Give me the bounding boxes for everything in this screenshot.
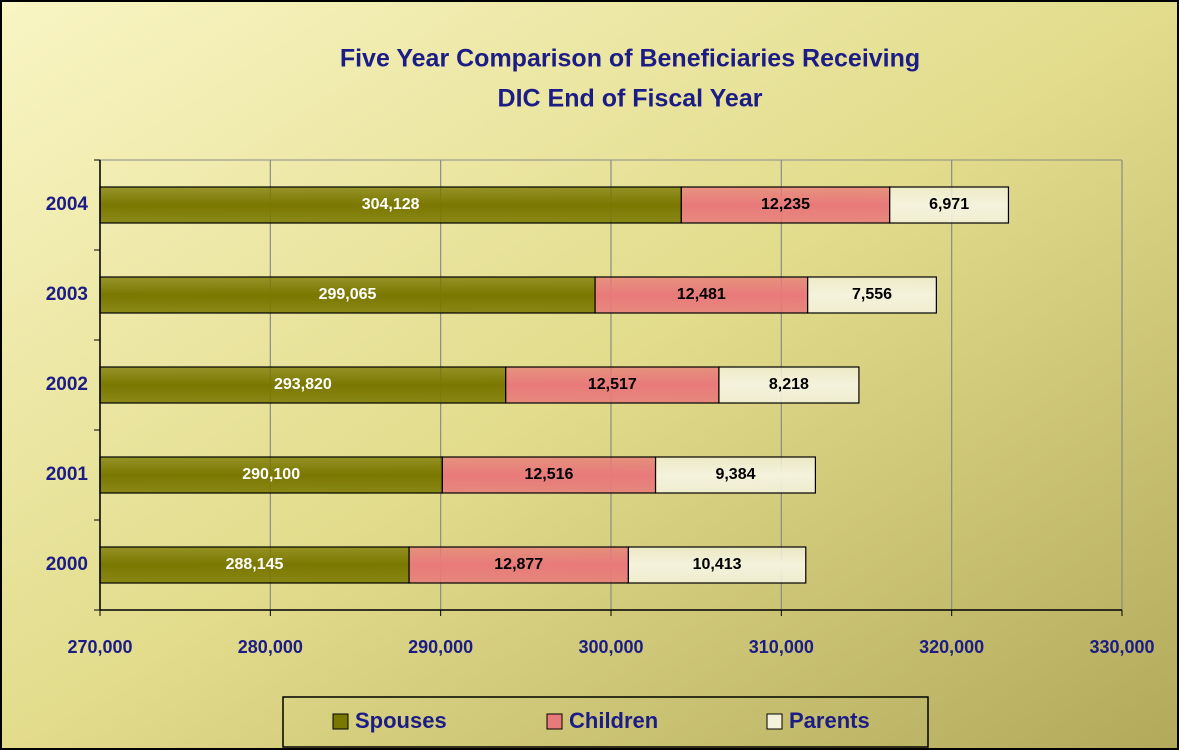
bar [807,276,937,314]
x-tick-label: 300,000 [578,637,643,657]
data-label: 12,877 [494,556,543,573]
bar [99,546,410,584]
legend-swatch [546,713,563,730]
data-label: 8,218 [769,376,809,393]
data-label: 12,516 [524,466,573,483]
data-label: 10,413 [693,556,742,573]
x-tick-label: 310,000 [749,637,814,657]
legend-label: Children [569,708,658,733]
legend-label: Parents [789,708,870,733]
legend-swatch [766,713,783,730]
data-label: 288,145 [226,556,284,573]
y-tick-label: 2000 [46,554,88,575]
data-label: 12,235 [761,196,810,213]
bar [408,546,630,584]
chart-title: Five Year Comparison of Beneficiaries Re… [340,45,920,73]
bar [654,456,817,494]
bar [889,186,1010,224]
data-label: 304,128 [362,196,420,213]
bar [99,276,596,314]
chart-title: DIC End of Fiscal Year [498,85,763,113]
bar [441,456,657,494]
data-label: 6,971 [929,196,969,213]
data-label: 7,556 [852,286,892,303]
bar [99,186,682,224]
data-label: 9,384 [715,466,755,483]
y-tick-label: 2004 [46,194,89,215]
data-label: 12,517 [588,376,637,393]
y-tick-label: 2002 [46,374,88,395]
y-tick-label: 2003 [46,284,88,305]
x-tick-label: 320,000 [919,637,984,657]
bar [505,366,720,404]
legend-swatch [332,713,349,730]
bar [718,366,860,404]
x-tick-label: 290,000 [408,637,473,657]
data-label: 12,481 [677,286,726,303]
x-tick-label: 270,000 [67,637,132,657]
data-label: 290,100 [242,466,300,483]
bar [627,546,807,584]
legend-box [282,696,929,748]
bar [680,186,891,224]
data-label: 293,820 [274,376,332,393]
legend-label: Spouses [355,708,447,733]
x-tick-label: 330,000 [1089,637,1154,657]
y-tick-label: 2001 [46,464,89,485]
data-label: 299,065 [319,286,377,303]
x-tick-label: 280,000 [238,637,303,657]
